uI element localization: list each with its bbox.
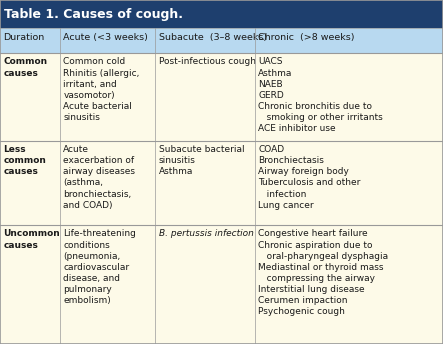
Text: Uncommon
causes: Uncommon causes	[4, 229, 60, 249]
Bar	[0, 28, 443, 53]
Text: Subacute  (3–8 weeks): Subacute (3–8 weeks)	[159, 33, 267, 42]
Text: Duration: Duration	[4, 33, 45, 42]
Text: Common cold
Rhinitis (allergic,
irritant, and
vasomotor)
Acute bacterial
sinusit: Common cold Rhinitis (allergic, irritant…	[63, 57, 140, 122]
Text: UACS
Asthma
NAEB
GERD
Chronic bronchitis due to
   smoking or other irritants
AC: UACS Asthma NAEB GERD Chronic bronchitis…	[258, 57, 383, 133]
Text: Acute (<3 weeks): Acute (<3 weeks)	[63, 33, 148, 42]
Text: Post-infectious cough: Post-infectious cough	[159, 57, 256, 66]
Text: Life-threatening
conditions
(pneumonia,
cardiovascular
disease, and
pulmonary
em: Life-threatening conditions (pneumonia, …	[63, 229, 136, 305]
Text: Common
causes: Common causes	[4, 57, 48, 77]
Bar	[0, 0, 443, 28]
Text: Table 1. Causes of cough.: Table 1. Causes of cough.	[4, 8, 183, 21]
Text: Less
common
causes: Less common causes	[4, 145, 47, 176]
Bar	[0, 53, 443, 141]
Text: Chronic  (>8 weeks): Chronic (>8 weeks)	[258, 33, 355, 42]
Text: Acute
exacerbation of
airway diseases
(asthma,
bronchiectasis,
and COAD): Acute exacerbation of airway diseases (a…	[63, 145, 136, 209]
Text: Congestive heart failure
Chronic aspiration due to
   oral-pharyngeal dysphagia
: Congestive heart failure Chronic aspirat…	[258, 229, 389, 316]
Text: Subacute bacterial
sinusitis
Asthma: Subacute bacterial sinusitis Asthma	[159, 145, 244, 176]
Bar	[0, 225, 443, 344]
Text: B. pertussis infection: B. pertussis infection	[159, 229, 253, 238]
Text: COAD
Bronchiectasis
Airway foreign body
Tuberculosis and other
   infection
Lung: COAD Bronchiectasis Airway foreign body …	[258, 145, 361, 209]
Bar	[0, 141, 443, 225]
